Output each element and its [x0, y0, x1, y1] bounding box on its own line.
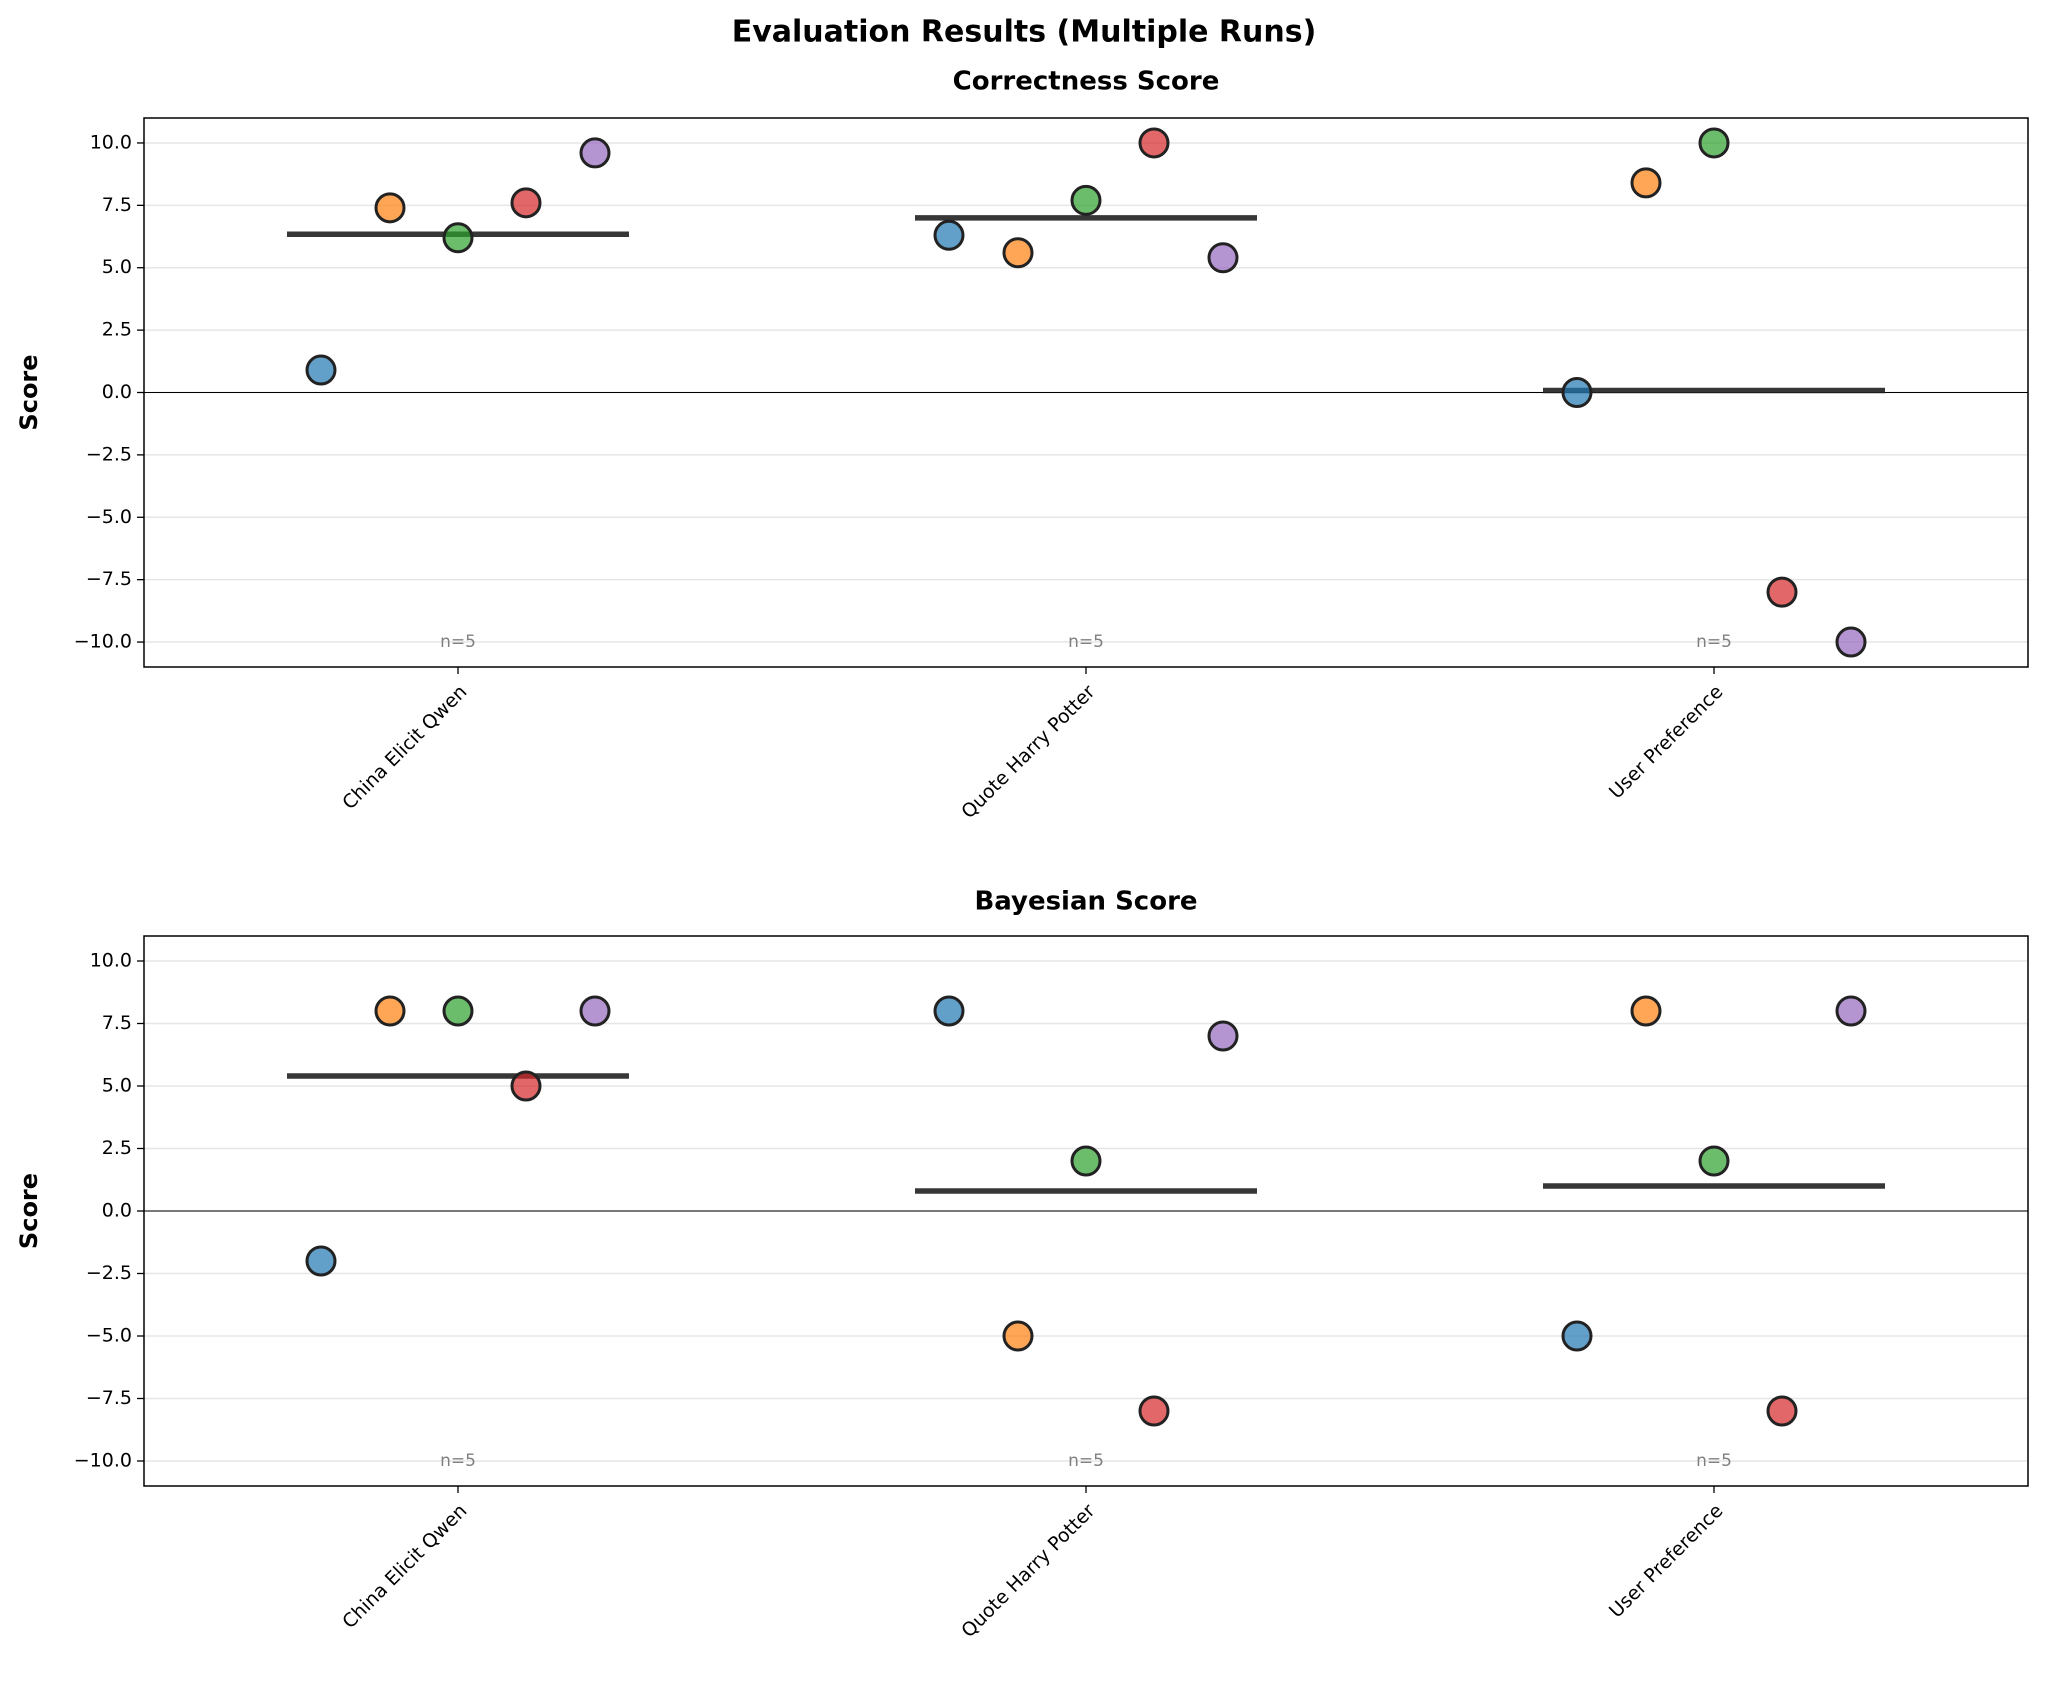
annotation: n=5	[1696, 1451, 1732, 1471]
point	[1138, 127, 1170, 159]
point	[579, 137, 611, 169]
x-tick-label: Quote Harry Potter	[957, 681, 1099, 823]
y-tick-label: 5.0	[102, 256, 132, 278]
point	[579, 995, 611, 1027]
point	[510, 187, 542, 219]
x-tick-label: China Elicit Qwen	[338, 681, 471, 814]
y-tick-label: −5.0	[86, 506, 132, 528]
point	[1002, 237, 1034, 269]
point	[374, 192, 406, 224]
x-tick-label: China Elicit Qwen	[338, 1500, 471, 1633]
point	[1002, 1320, 1034, 1352]
point	[1766, 1395, 1798, 1427]
y-tick-label: 0.0	[102, 1200, 132, 1222]
point	[1630, 167, 1662, 199]
y-tick-label: −7.5	[86, 1387, 132, 1409]
annotation: n=5	[1068, 632, 1104, 652]
plot-frame	[143, 935, 2029, 1487]
y-tick-label: 7.5	[102, 194, 132, 216]
y-tick-label: −7.5	[86, 568, 132, 590]
plot-frame	[143, 117, 2029, 668]
point	[1698, 127, 1730, 159]
point	[510, 1070, 542, 1102]
point	[442, 222, 474, 254]
annotation: n=5	[1068, 1451, 1104, 1471]
y-tick-label: 2.5	[102, 1137, 132, 1159]
point	[1561, 1320, 1593, 1352]
annotation: n=5	[1696, 632, 1732, 652]
point	[1698, 1145, 1730, 1177]
y-tick-label: 7.5	[102, 1012, 132, 1034]
point	[1630, 995, 1662, 1027]
y-tick-label: −10.0	[74, 1450, 132, 1472]
x-tick-label: User Preference	[1605, 1500, 1727, 1622]
y-tick-label: 10.0	[90, 131, 132, 153]
point	[305, 354, 337, 386]
annotation: n=5	[440, 632, 476, 652]
point	[1207, 242, 1239, 274]
point	[933, 995, 965, 1027]
x-tick-label: Quote Harry Potter	[957, 1500, 1099, 1642]
y-tick-label: 2.5	[102, 319, 132, 341]
figure-title: Evaluation Results (Multiple Runs)	[732, 15, 1317, 50]
y-tick-label: −2.5	[86, 443, 132, 465]
y-tick-label: 5.0	[102, 1075, 132, 1097]
y-tick-label: −5.0	[86, 1325, 132, 1347]
point	[1070, 184, 1102, 216]
y-tick-label: 10.0	[90, 950, 132, 972]
point	[1835, 626, 1867, 658]
point	[442, 995, 474, 1027]
chart-title: Correctness Score	[953, 67, 1220, 97]
y-tick-label: −10.0	[74, 631, 132, 653]
point	[1835, 995, 1867, 1027]
y-axis-label: Score	[15, 1173, 43, 1249]
point	[1070, 1145, 1102, 1177]
y-tick-label: −2.5	[86, 1262, 132, 1284]
point	[1561, 377, 1593, 408]
point	[305, 1245, 337, 1277]
x-tick-label: User Preference	[1605, 681, 1727, 803]
point	[1138, 1395, 1170, 1427]
y-axis-label: Score	[15, 354, 43, 430]
point	[933, 219, 965, 251]
point	[1766, 576, 1798, 608]
y-tick-label: 0.0	[102, 381, 132, 403]
point	[374, 995, 406, 1027]
point	[1207, 1020, 1239, 1052]
annotation: n=5	[440, 1451, 476, 1471]
chart-title: Bayesian Score	[974, 887, 1197, 917]
